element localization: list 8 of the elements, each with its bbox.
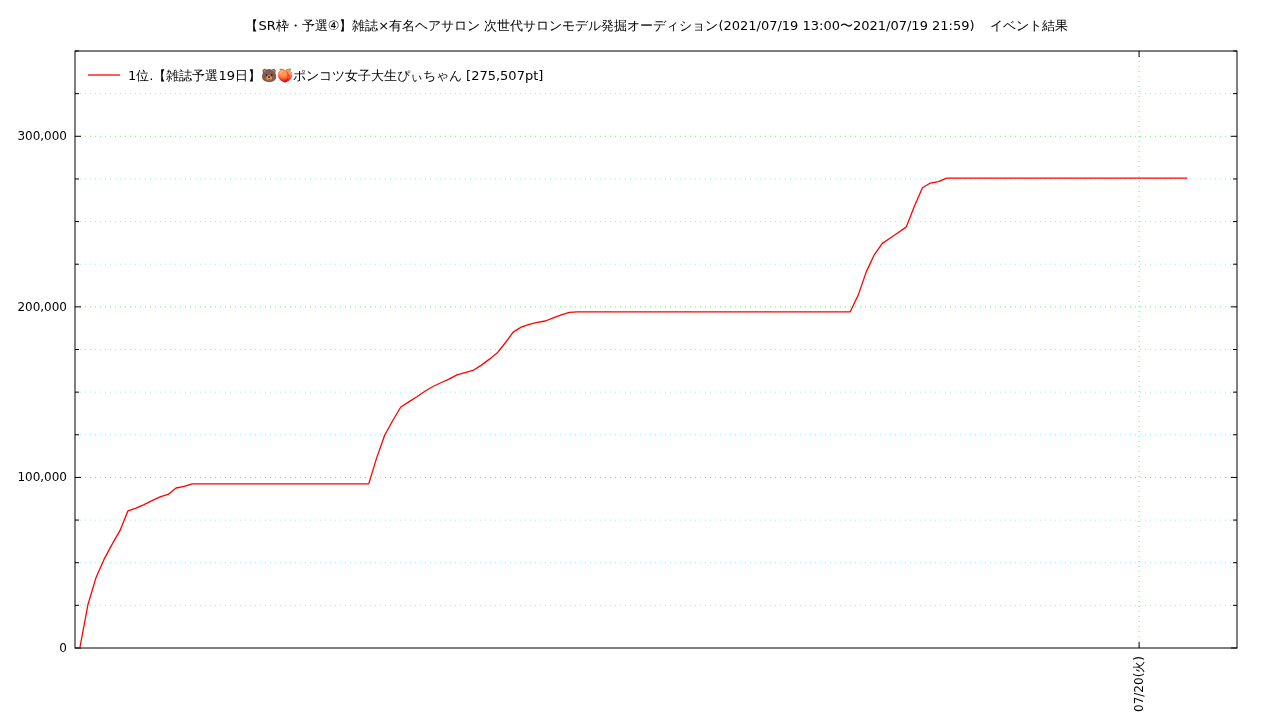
y-tick-label: 200,000 <box>17 299 67 314</box>
y-tick-label: 0 <box>59 641 67 655</box>
chart-title: 【SR枠・予選④】雑誌×有名ヘアサロン 次世代サロンモデル発掘オーディション(2021/07/19 13:00〜2021/07/19 21:59) <box>245 18 975 33</box>
x-tick-label: 07/20(火) <box>1132 656 1147 712</box>
legend-label: 1位.【雑誌予選19日】🐻🍑ポンコツ女子大生ぴぃちゃん [275,507pt] <box>128 67 544 83</box>
y-tick-label: 100,000 <box>17 470 67 485</box>
y-tick-label: 300,000 <box>17 129 67 144</box>
chart-subtitle: イベント結果 <box>990 18 1068 33</box>
